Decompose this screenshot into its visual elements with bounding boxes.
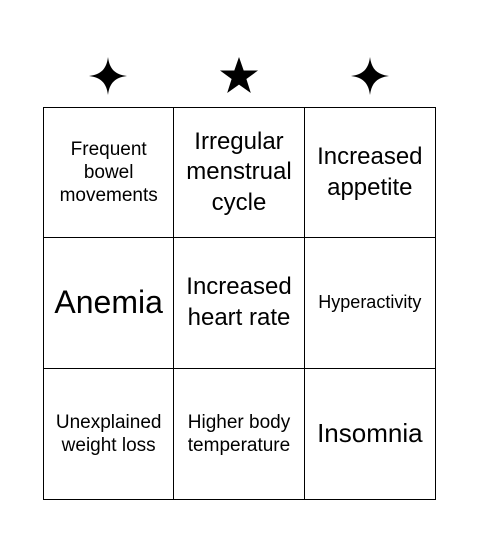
bingo-cell[interactable]: Increased heart rate: [174, 238, 305, 369]
bingo-cell[interactable]: Increased appetite: [304, 108, 435, 239]
five-point-star-icon: [218, 55, 260, 97]
bingo-cell[interactable]: Insomnia: [317, 417, 423, 448]
bingo-board: Frequent bowel movements Irregular menst…: [43, 107, 436, 500]
card-header: [43, 50, 435, 102]
four-point-star-icon: [88, 56, 128, 96]
four-point-star-icon: [350, 56, 390, 96]
bingo-cell[interactable]: Higher body temperature: [174, 368, 305, 499]
bingo-cell[interactable]: Hyperactivity: [304, 238, 435, 369]
bingo-cell[interactable]: Frequent bowel movements: [44, 108, 175, 239]
bingo-cell[interactable]: Irregular menstrual cycle: [174, 108, 305, 239]
bingo-cell[interactable]: Anemia: [44, 238, 175, 369]
bingo-cell[interactable]: Unexplained weight loss: [44, 368, 175, 499]
